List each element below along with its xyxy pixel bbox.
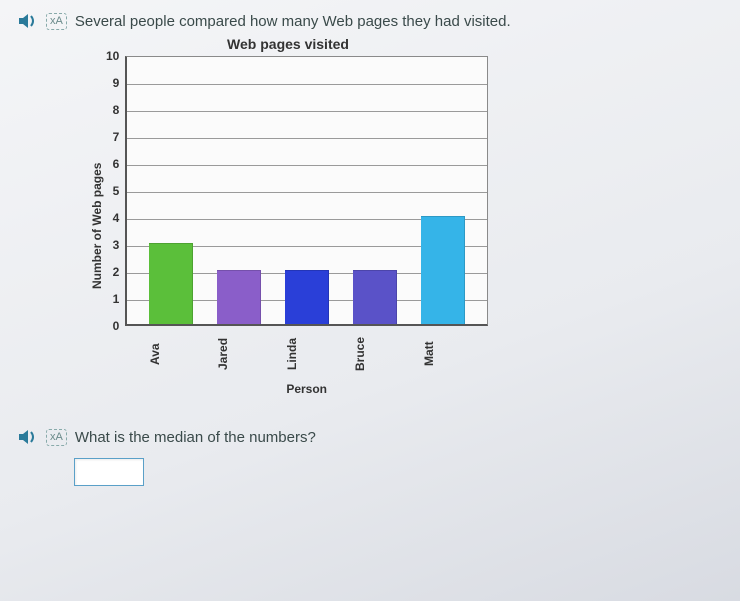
chart: Web pages visited Number of Web pages 10…	[88, 36, 488, 396]
chart-plot-area	[125, 56, 488, 326]
x-tick: Matt	[422, 330, 466, 378]
question-text: What is the median of the numbers?	[75, 429, 316, 446]
y-axis-ticks: 109876543210	[106, 56, 125, 326]
translate-icon[interactable]: xA	[46, 13, 67, 30]
chart-title: Web pages visited	[88, 36, 488, 52]
prompt-row: xA Several people compared how many Web …	[18, 12, 722, 30]
x-tick: Jared	[216, 330, 260, 378]
x-tick: Linda	[285, 330, 329, 378]
y-axis-label: Number of Web pages	[88, 56, 106, 396]
translate-icon[interactable]: xA	[46, 429, 67, 446]
x-tick: Bruce	[353, 330, 397, 378]
x-tick: Ava	[148, 330, 192, 378]
prompt-text: Several people compared how many Web pag…	[75, 13, 511, 30]
speaker-icon[interactable]	[18, 428, 38, 446]
x-axis-label: Person	[125, 382, 488, 396]
answer-input[interactable]	[74, 458, 144, 486]
question-row: xA What is the median of the numbers?	[18, 428, 722, 446]
bar	[217, 270, 261, 324]
bar	[285, 270, 329, 324]
bar	[421, 216, 465, 324]
answer-box	[74, 458, 722, 486]
x-axis-ticks: Ava Jared Linda Bruce Matt	[125, 326, 488, 378]
speaker-icon[interactable]	[18, 12, 38, 30]
bar	[353, 270, 397, 324]
bar	[149, 243, 193, 324]
